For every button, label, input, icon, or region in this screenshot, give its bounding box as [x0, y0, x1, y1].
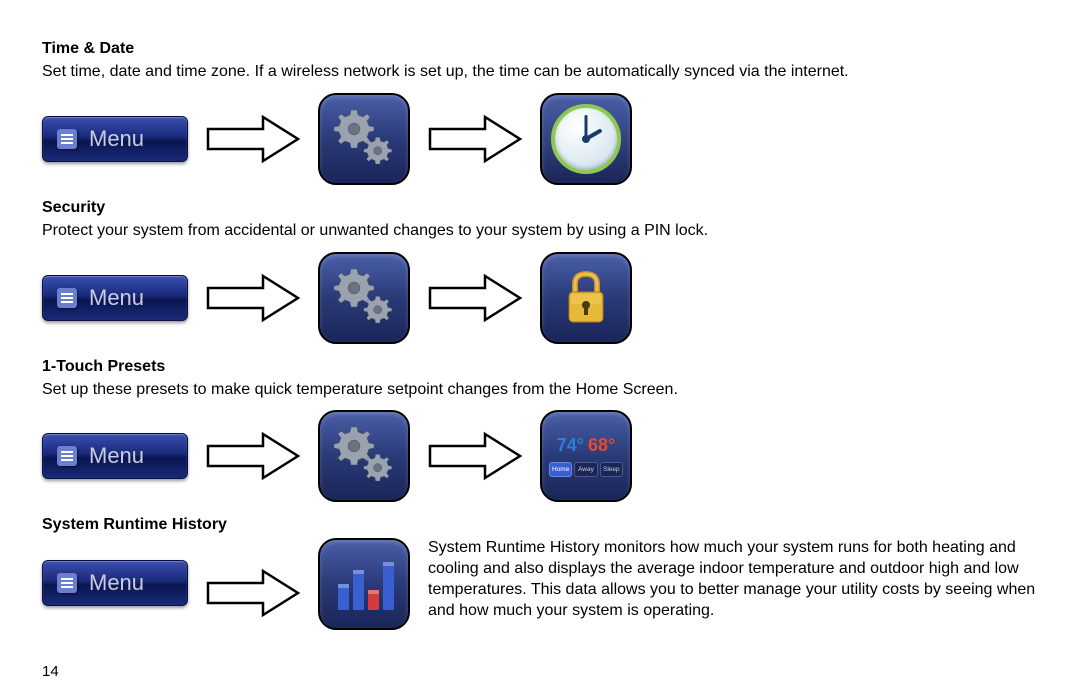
section-security: Security Protect your system from accide… [42, 199, 1038, 344]
section-desc: Set time, date and time zone. If a wirel… [42, 62, 1038, 83]
section-desc: Protect your system from accidental or u… [42, 221, 1038, 242]
settings-gears-icon[interactable] [318, 410, 410, 502]
preset-tab-home[interactable]: Home [549, 462, 572, 477]
clock-face [551, 104, 621, 174]
clock-icon[interactable] [540, 93, 632, 185]
menu-label: Menu [89, 570, 144, 596]
menu-hamburger-icon [57, 573, 77, 593]
bar-chart-icon[interactable] [318, 538, 410, 630]
preset-content: 74° 68° Home Away Sleep [546, 435, 626, 477]
page-number: 14 [42, 663, 59, 680]
arrow-icon [188, 428, 318, 484]
menu-button[interactable]: Menu [42, 275, 188, 321]
preset-heat-temp: 68° [588, 435, 615, 456]
section-title: Security [42, 199, 1038, 217]
preset-tabs: Home Away Sleep [549, 462, 623, 477]
menu-button[interactable]: Menu [42, 433, 188, 479]
arrow-icon [188, 270, 318, 326]
arrow-icon [188, 565, 318, 621]
settings-gears-icon[interactable] [318, 93, 410, 185]
menu-button[interactable]: Menu [42, 560, 188, 606]
menu-label: Menu [89, 126, 144, 152]
settings-gears-icon[interactable] [318, 252, 410, 344]
menu-hamburger-icon [57, 288, 77, 308]
menu-button[interactable]: Menu [42, 116, 188, 162]
flow-row: Menu [42, 93, 1038, 185]
flow-row: Menu 74° 68° Home [42, 410, 1038, 502]
arrow-icon [410, 428, 540, 484]
section-runtime-history: System Runtime History Menu System Runti… [42, 516, 1038, 630]
menu-label: Menu [89, 443, 144, 469]
arrow-icon [410, 111, 540, 167]
section-title: Time & Date [42, 40, 1038, 58]
section-desc: System Runtime History monitors how much… [410, 538, 1038, 621]
menu-hamburger-icon [57, 129, 77, 149]
section-presets: 1-Touch Presets Set up these presets to … [42, 358, 1038, 503]
menu-hamburger-icon [57, 446, 77, 466]
presets-icon[interactable]: 74° 68° Home Away Sleep [540, 410, 632, 502]
section-title: System Runtime History [42, 516, 1038, 534]
section-desc: Set up these presets to make quick tempe… [42, 380, 1038, 401]
flow-row: Menu System Runtime History monitors how… [42, 538, 1038, 630]
lock-icon[interactable] [540, 252, 632, 344]
section-title: 1-Touch Presets [42, 358, 1038, 376]
section-time-date: Time & Date Set time, date and time zone… [42, 40, 1038, 185]
flow-row: Menu [42, 252, 1038, 344]
preset-tab-sleep[interactable]: Sleep [600, 462, 623, 477]
arrow-icon [188, 111, 318, 167]
preset-tab-away[interactable]: Away [574, 462, 597, 477]
arrow-icon [410, 270, 540, 326]
preset-cool-temp: 74° [557, 435, 584, 456]
menu-label: Menu [89, 285, 144, 311]
